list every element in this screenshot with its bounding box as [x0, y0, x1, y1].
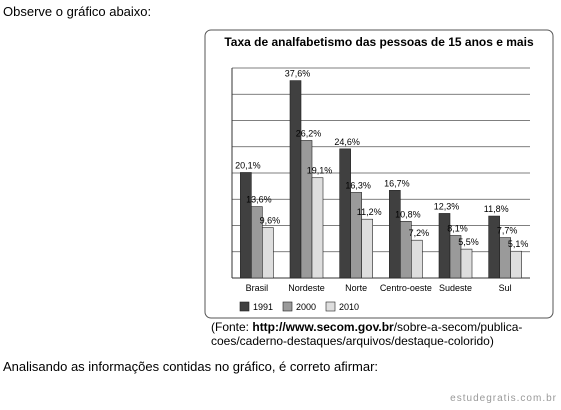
chart-title: Taxa de analfabetismo das pessoas de 15 … [224, 35, 534, 49]
value-label: 7,7% [497, 226, 518, 236]
bar [350, 192, 362, 279]
value-label: 16,7% [384, 178, 410, 188]
x-tick-label: Centro-oeste [380, 283, 432, 293]
value-label: 19,1% [307, 166, 333, 176]
bar [262, 227, 274, 279]
bar [411, 239, 423, 279]
value-label: 24,6% [334, 137, 360, 147]
x-tick-label: Sul [499, 283, 512, 293]
legend-label: 1991 [253, 302, 273, 312]
legend-label: 2010 [339, 302, 359, 312]
legend-swatch [239, 301, 250, 312]
bar [361, 218, 373, 279]
source-rest: /sobre-a-secom/publica- [393, 320, 523, 334]
bar [460, 248, 473, 279]
chart: Taxa de analfabetismo das pessoas de 15 … [204, 29, 554, 319]
source-prefix: (Fonte: [211, 320, 253, 334]
x-tick-label: Brasil [246, 283, 269, 293]
intro: Observe o gráfico abaixo: [3, 4, 152, 19]
value-label: 9,6% [260, 216, 281, 226]
legend-swatch [325, 301, 336, 312]
value-label: 13,6% [246, 195, 272, 205]
value-label: 7,2% [409, 228, 430, 238]
value-label: 5,5% [458, 237, 479, 247]
bar [389, 190, 401, 279]
source-url: http://www.secom.gov.br [252, 320, 394, 334]
x-tick-label: Sudeste [439, 283, 472, 293]
bar [339, 148, 351, 279]
value-label: 16,3% [345, 180, 371, 190]
bar [240, 172, 252, 279]
bar [300, 140, 313, 279]
value-label: 12,3% [434, 201, 460, 211]
x-tick-label: Nordeste [288, 283, 325, 293]
bar [311, 177, 324, 279]
value-label: 20,1% [235, 160, 261, 170]
value-label: 11,8% [484, 204, 509, 214]
value-label: 5,1% [508, 239, 529, 249]
value-label: 37,6% [285, 69, 311, 79]
source: (Fonte: http://www.secom.gov.br/sobre-a-… [211, 320, 522, 348]
value-label: 8,1% [447, 223, 468, 233]
x-tick-label: Norte [345, 283, 367, 293]
legend-label: 2000 [296, 302, 316, 312]
value-label: 10,8% [395, 209, 421, 219]
legend-swatch [282, 301, 293, 312]
source-line2: coes/caderno-destaques/arquivos/destaque… [211, 334, 494, 348]
question: Analisando as informações contidas no gr… [3, 359, 379, 374]
value-label: 11,2% [357, 207, 382, 217]
bar [289, 80, 302, 279]
bar [510, 250, 522, 279]
watermark: estudegratis.com.br [450, 393, 557, 404]
value-label: 26,2% [296, 128, 322, 138]
